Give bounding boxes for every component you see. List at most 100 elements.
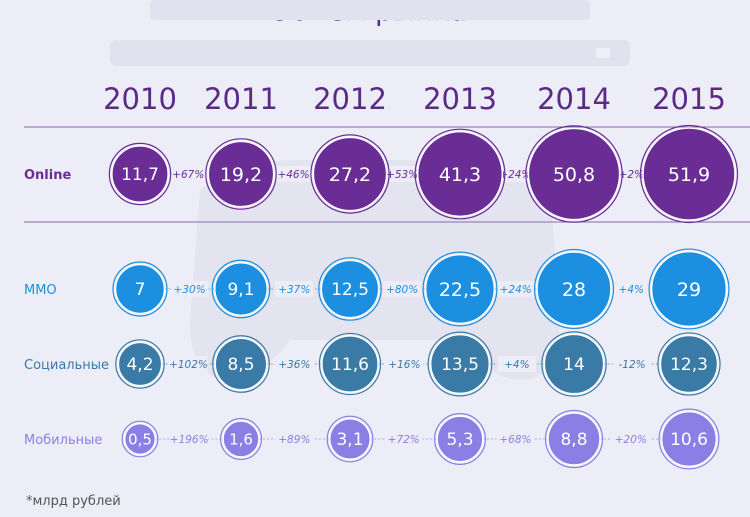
bubble-ring-0-2 [310,134,390,214]
bubble-value-0-4: 50,8 [553,164,595,186]
bubble-value-2-4: 14 [563,355,585,375]
growth-bg-1-0 [170,281,209,297]
bubble-1-2 [320,259,380,319]
bubble-2-4 [543,333,605,395]
growth-label-3-3: +68% [499,434,531,446]
bubble-0-4 [527,127,621,221]
bubble-3-0 [123,422,157,456]
growth-bg-0-0 [169,166,208,182]
bubble-0-3 [416,130,504,218]
growth-label-3-0: +196% [170,434,209,446]
bubble-value-1-4: 28 [562,279,586,301]
background-decor-bar [110,40,630,66]
year-label-2015: 2015 [652,82,726,116]
growth-label-3-2: +72% [388,434,420,446]
year-label-2013: 2013 [423,82,497,116]
growth-label-2-1: +36% [278,359,310,371]
footnote: *млрд рублей [26,494,121,509]
growth-bg-3-4 [611,431,650,447]
growth-label-1-4: +4% [619,284,644,296]
bubble-2-3 [429,333,491,395]
bubble-1-3 [424,253,496,325]
bubble-3-1 [222,420,260,458]
bubble-3-3 [436,415,484,463]
bubble-ring-1-2 [318,257,382,321]
growth-label-2-0: +102% [169,359,208,371]
bubble-ring-0-4 [525,125,623,223]
growth-bg-3-0 [170,431,209,447]
growth-bg-2-4 [613,356,652,372]
bubble-value-2-3: 13,5 [441,355,479,375]
bubble-ring-2-4 [541,331,607,397]
bubble-2-5 [659,334,719,394]
background-decor-top [150,0,590,20]
bubble-ring-3-1 [219,417,263,461]
bubble-value-3-2: 3,1 [336,430,363,450]
growth-label-0-2: +53% [386,169,418,181]
bubble-1-4 [536,251,612,327]
bubble-value-0-2: 27,2 [329,164,371,186]
year-label-2012: 2012 [313,82,387,116]
row-label-3: Мобильные [24,433,102,448]
bubble-ring-2-3 [427,331,493,397]
bubble-ring-0-3 [414,128,506,220]
growth-bg-3-1 [275,431,314,447]
bubble-ring-1-1 [211,259,271,319]
growth-bg-3-2 [384,431,423,447]
bubble-ring-0-0 [108,142,172,206]
bubble-value-0-0: 11,7 [121,165,159,185]
bubble-value-1-2: 12,5 [331,280,369,300]
bubble-1-0 [114,263,166,315]
bubble-value-1-3: 22,5 [439,279,481,301]
growth-bg-2-2 [385,356,424,372]
growth-label-1-1: +37% [278,284,310,296]
growth-bg-2-1 [275,356,314,372]
bubble-ring-3-4 [544,409,604,469]
growth-bg-3-3 [496,431,535,447]
bubble-ring-2-1 [212,335,270,393]
growth-bg-1-2 [383,281,422,297]
growth-label-0-1: +46% [277,169,309,181]
bubble-value-1-1: 9,1 [227,280,254,300]
bubble-value-0-5: 51,9 [668,164,710,186]
growth-bg-1-3 [496,281,535,297]
bubble-value-3-0: 0,5 [128,430,152,448]
growth-bg-0-3 [496,166,535,182]
growth-label-1-0: +30% [174,284,206,296]
bubble-2-2 [321,335,379,393]
bubble-ring-3-0 [121,420,159,458]
growth-bg-2-3 [497,356,536,372]
bubble-value-3-4: 8,8 [560,430,587,450]
growth-label-2-2: +16% [388,359,420,371]
growth-bg-1-4 [612,281,651,297]
bubble-ring-0-5 [639,124,739,224]
bubble-ring-1-3 [422,251,498,327]
bubble-ring-2-0 [115,339,165,389]
year-label-2010: 2010 [103,82,177,116]
growth-bg-2-0 [169,356,208,372]
bubble-0-1 [207,140,275,208]
bubble-value-1-0: 7 [135,280,146,300]
bubble-value-0-1: 19,2 [220,164,262,186]
bubble-3-2 [328,417,372,461]
row-label-2: Социальные [24,358,109,373]
bubble-1-5 [650,250,728,328]
bubble-3-4 [547,412,601,466]
bubble-value-3-5: 10,6 [670,430,708,450]
growth-label-0-4: +2% [619,169,644,181]
bubble-ring-2-2 [318,332,382,396]
growth-bg-1-1 [275,281,314,297]
bubble-ring-1-4 [533,248,615,330]
growth-label-2-4: -12% [618,359,645,371]
bubble-ring-1-0 [112,261,168,317]
bubble-value-3-1: 1,6 [229,430,253,448]
background-decor-slot [596,48,610,58]
bubble-value-1-5: 29 [677,279,701,301]
bubble-value-3-3: 5,3 [446,430,473,450]
bubble-3-5 [660,410,718,468]
year-label-2014: 2014 [537,82,611,116]
growth-label-0-3: +24% [499,169,531,181]
bubble-0-0 [111,145,169,203]
bubble-value-0-3: 41,3 [439,164,481,186]
